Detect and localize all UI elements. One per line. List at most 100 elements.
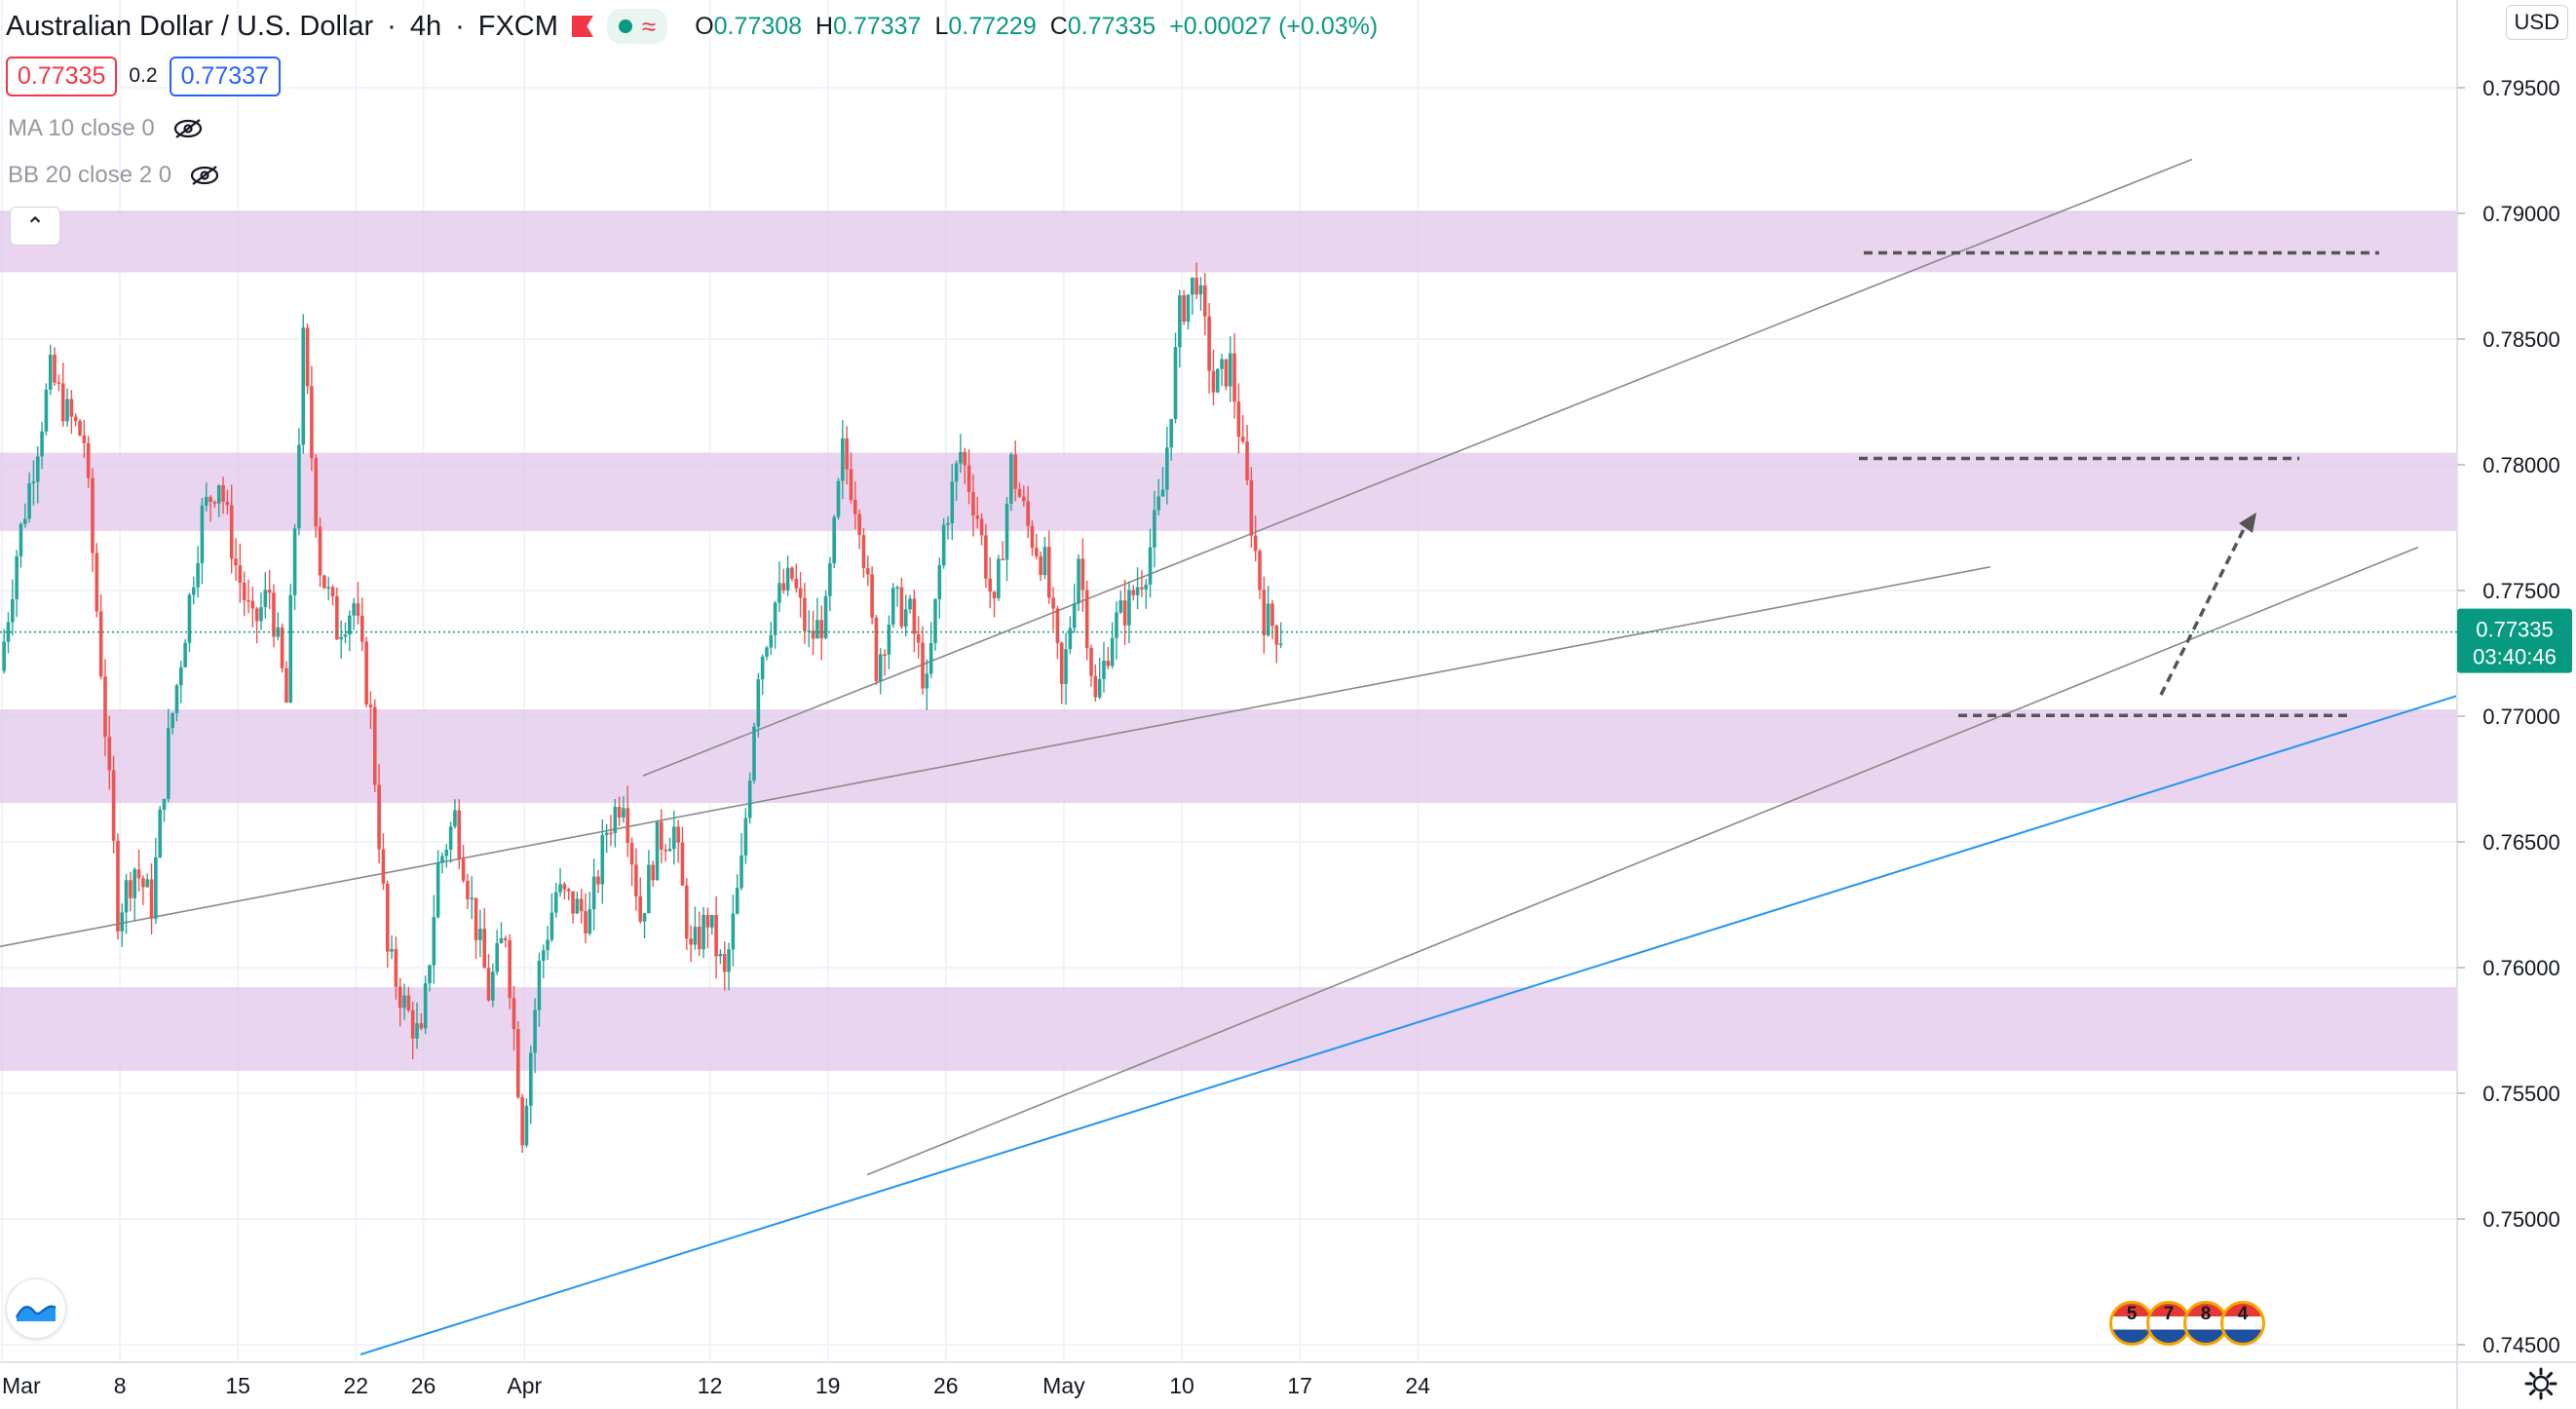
eye-hidden-icon[interactable]: [189, 165, 220, 186]
time-tick-label: 22: [344, 1373, 369, 1398]
candle: [457, 799, 462, 870]
candle: [705, 907, 710, 949]
candle: [187, 592, 192, 653]
candle: [899, 577, 904, 629]
close-value: 0.77335: [1067, 12, 1156, 40]
candle: [394, 936, 398, 1000]
candle: [845, 426, 849, 485]
candle: [701, 906, 705, 959]
candle: [1042, 536, 1047, 580]
candle: [495, 930, 499, 975]
market-status-pill[interactable]: ≈: [606, 9, 668, 44]
candle: [466, 873, 470, 909]
candle: [448, 821, 453, 863]
indicator-label: MA 10 close 0: [8, 115, 155, 141]
candle: [975, 496, 980, 529]
trendlines[interactable]: [0, 158, 2458, 1356]
gear-icon[interactable]: [2523, 1366, 2558, 1401]
flag-icon[interactable]: [571, 16, 593, 37]
candle: [40, 422, 44, 470]
market-open-dot-icon: [618, 19, 632, 33]
candle: [756, 672, 761, 738]
symbol-title[interactable]: Australian Dollar / U.S. Dollar: [6, 10, 374, 42]
candle: [516, 1020, 520, 1099]
candle: [685, 878, 689, 950]
candle: [204, 482, 208, 512]
candle: [1110, 622, 1115, 669]
currency-button[interactable]: USD: [2505, 5, 2568, 40]
candle: [1156, 478, 1161, 515]
event-marker[interactable]: 4: [2220, 1301, 2265, 1346]
sell-button[interactable]: 0.77335: [6, 56, 118, 96]
candle: [925, 659, 929, 710]
candle: [731, 895, 736, 967]
tradingview-logo[interactable]: [6, 1278, 66, 1339]
last-price-marker: 0.77335 03:40:46: [0, 608, 2572, 673]
candle: [95, 543, 99, 618]
candle: [1258, 549, 1262, 599]
time-tick-label: Mar: [2, 1373, 41, 1398]
candle: [183, 638, 187, 667]
candle: [1194, 262, 1198, 300]
candle: [98, 594, 103, 680]
candle: [1077, 553, 1080, 611]
candle: [504, 935, 508, 948]
candle: [348, 610, 352, 652]
buy-button[interactable]: 0.77337: [169, 56, 281, 96]
candle: [339, 620, 343, 659]
candles: [2, 262, 1283, 1154]
candle: [272, 584, 276, 648]
candle: [170, 711, 174, 735]
candle: [145, 873, 150, 888]
candle: [655, 821, 660, 881]
candle: [629, 837, 634, 887]
price-tick-label: 0.76500: [2482, 830, 2560, 855]
candle: [444, 844, 449, 868]
candle: [819, 605, 824, 661]
candle: [390, 934, 394, 960]
candle: [428, 964, 432, 992]
candle: [60, 362, 65, 427]
candle: [111, 755, 116, 854]
collapse-legend-button[interactable]: ⌃: [10, 207, 60, 246]
candle: [141, 875, 145, 905]
candle: [765, 645, 769, 661]
eye-hidden-icon[interactable]: [172, 118, 204, 139]
candle: [305, 324, 310, 395]
candle: [31, 460, 36, 506]
candle: [508, 933, 511, 1009]
candle: [1039, 551, 1042, 582]
candle: [44, 383, 49, 436]
candle: [979, 513, 984, 546]
candle: [912, 589, 917, 653]
open-value: 0.77308: [713, 12, 803, 40]
candle: [941, 517, 946, 569]
exchange-label: FXCM: [477, 10, 558, 42]
candle: [558, 868, 562, 897]
candle: [1026, 485, 1030, 539]
candle: [234, 538, 238, 581]
price-tick-label: 0.78500: [2482, 327, 2560, 352]
candle: [933, 598, 937, 651]
time-axis[interactable]: Mar 8 15 22 26 Apr 12 19 26 May 10 17 24: [2, 1373, 1430, 1398]
candle: [903, 594, 908, 637]
candle: [954, 460, 959, 502]
candle: [828, 556, 832, 612]
candle: [553, 883, 558, 918]
candle: [53, 347, 57, 387]
candle: [714, 895, 718, 979]
time-tick-label: 12: [698, 1373, 723, 1398]
candle: [743, 808, 748, 864]
indicator-bb[interactable]: BB 20 close 2 0: [8, 162, 220, 189]
key-levels[interactable]: [1859, 250, 2379, 717]
interval-label[interactable]: 4h: [409, 10, 442, 42]
candle: [267, 569, 272, 610]
candle: [208, 495, 212, 522]
price-axis[interactable]: 0.79500 0.79000 0.78500 0.78000 0.77500 0.770…: [2457, 76, 2560, 1357]
candle: [718, 949, 723, 965]
candle: [895, 585, 899, 607]
candle: [1220, 353, 1224, 387]
indicator-ma[interactable]: MA 10 close 0: [8, 115, 204, 142]
candle: [1207, 302, 1211, 394]
